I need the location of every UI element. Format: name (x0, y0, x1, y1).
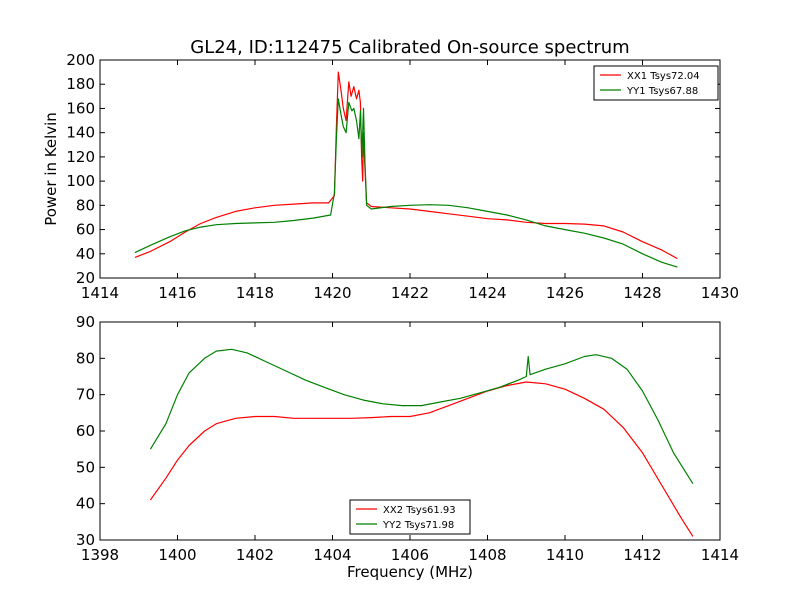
top-spectrum-plot: 1414 1416 1418 1420 1422 1424 1426 1428 1430 20 40… (66, 51, 739, 302)
x-tick-label: 1414 (81, 284, 119, 302)
x-tick-label: 1404 (313, 546, 351, 564)
x-tick-label: 1426 (546, 284, 584, 302)
x-tick-label: 1398 (81, 546, 119, 564)
y-tick-label: 200 (66, 51, 95, 69)
x-tick-label: 1400 (158, 546, 196, 564)
y-tick-label: 50 (76, 458, 95, 476)
y-tick-label: 40 (76, 495, 95, 513)
x-tick-label: 1418 (236, 284, 274, 302)
y-tick-label: 90 (76, 313, 95, 331)
x-tick-label: 1410 (546, 546, 584, 564)
y-tick-label: 20 (76, 269, 95, 287)
bottom-spectrum-plot: 1398 1400 1402 1404 1406 1408 1410 1412 1414 30 40… (76, 313, 739, 564)
y-axis-label: Power in Kelvin (42, 112, 60, 226)
y-tick-label: 80 (76, 196, 95, 214)
y-tick-label: 60 (76, 221, 95, 239)
x-tick-label: 1422 (391, 284, 429, 302)
series-line-xx (149, 381, 694, 537)
series-line-yy (149, 348, 694, 485)
x-tick-label: 1424 (468, 284, 506, 302)
series-group (134, 71, 678, 268)
x-tick-label: 1416 (158, 284, 196, 302)
y-tick-label: 120 (66, 148, 95, 166)
y-tick-label: 180 (66, 75, 95, 93)
legend-box (593, 65, 719, 101)
y-tick-label: 40 (76, 245, 95, 263)
legend: XX2 Tsys61.93 YY2 Tsys71.98 (349, 499, 471, 535)
y-tick-label: 160 (66, 99, 95, 117)
x-axis-label: Frequency (MHz) (347, 563, 473, 581)
y-tick-label: 70 (76, 386, 95, 404)
series-group (149, 348, 694, 537)
y-tick-label: 100 (66, 172, 95, 190)
y-tick-label: 80 (76, 349, 95, 367)
series-line-yy (134, 98, 678, 268)
legend-label: XX1 Tsys72.04 (627, 71, 700, 82)
x-tick-label: 1430 (701, 284, 739, 302)
figure-title: GL24, ID:112475 Calibrated On-source spe… (190, 37, 629, 58)
x-tick-label: 1402 (236, 546, 274, 564)
y-tick-label: 60 (76, 422, 95, 440)
legend-box (349, 499, 471, 535)
x-tick-label: 1406 (391, 546, 429, 564)
x-tick-label: 1408 (468, 546, 506, 564)
legend-label: YY2 Tsys71.98 (382, 520, 454, 531)
legend: XX1 Tsys72.04 YY1 Tsys67.88 (593, 65, 719, 101)
y-tick-label: 30 (76, 531, 95, 549)
x-tick-label: 1414 (701, 546, 739, 564)
x-tick-label: 1420 (313, 284, 351, 302)
y-tick-label: 140 (66, 124, 95, 142)
legend-label: YY1 Tsys67.88 (626, 86, 698, 97)
x-tick-label: 1412 (623, 546, 661, 564)
legend-label: XX2 Tsys61.93 (383, 505, 456, 516)
x-tick-label: 1428 (623, 284, 661, 302)
